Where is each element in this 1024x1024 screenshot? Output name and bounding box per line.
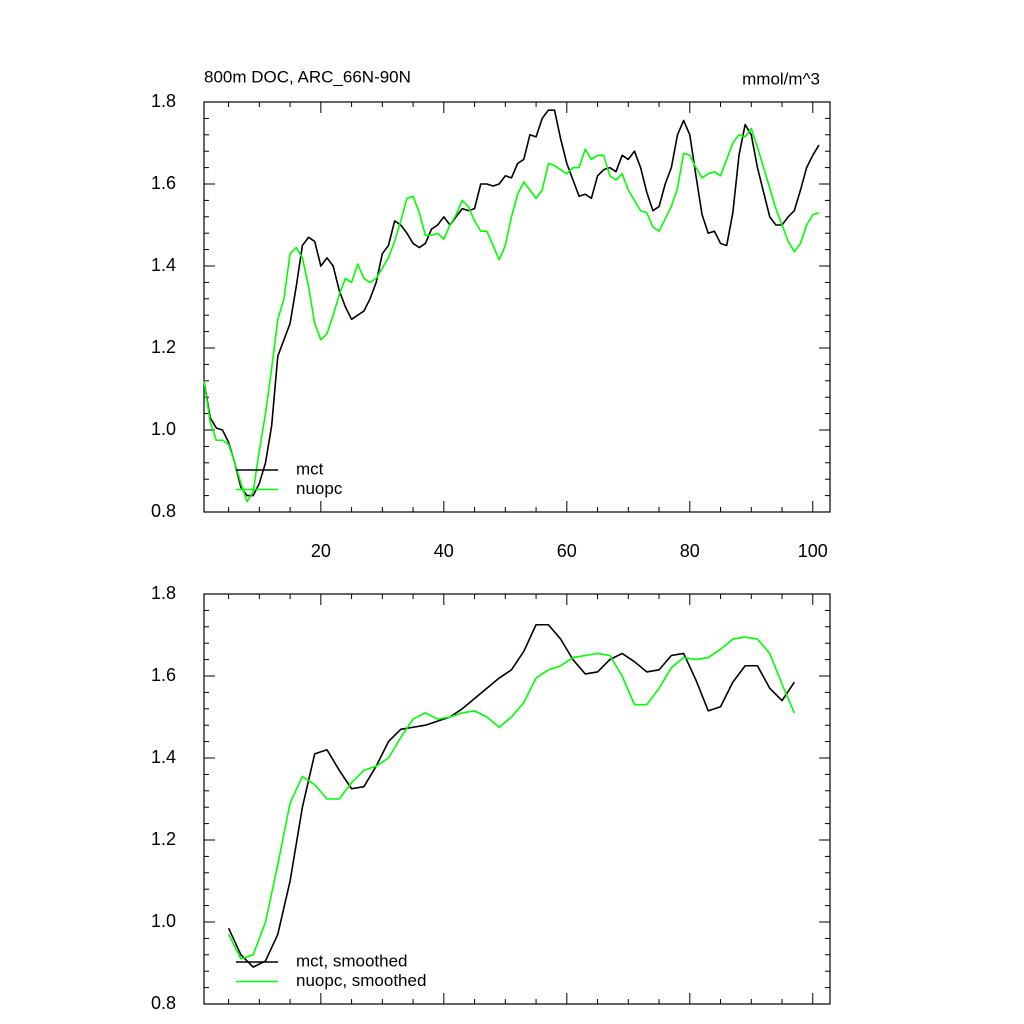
y-tick-label: 1.4 xyxy=(151,747,176,767)
y-tick-label: 0.8 xyxy=(151,993,176,1013)
plot-frame xyxy=(203,593,831,1005)
x-tick-label: 40 xyxy=(434,541,454,561)
legend-label: mct, smoothed xyxy=(296,951,408,970)
plot-frame xyxy=(203,101,831,513)
x-tick-label: 80 xyxy=(680,541,700,561)
series-line xyxy=(227,636,796,960)
series-line xyxy=(203,127,820,503)
x-tick-label: 20 xyxy=(311,541,331,561)
y-tick-label: 1.2 xyxy=(151,829,176,849)
y-tick-label: 1.2 xyxy=(151,337,176,357)
y-tick-label: 0.8 xyxy=(151,501,176,521)
y-tick-label: 1.4 xyxy=(151,255,176,275)
y-tick-label: 1.8 xyxy=(151,91,176,111)
y-tick-label: 1.0 xyxy=(151,419,176,439)
series-line xyxy=(227,623,795,968)
y-tick-label: 1.0 xyxy=(151,911,176,931)
x-tick-label: 100 xyxy=(798,541,828,561)
units-label: mmol/m^3 xyxy=(742,69,820,88)
y-tick-label: 1.8 xyxy=(151,583,176,603)
x-tick-label: 60 xyxy=(557,541,577,561)
legend-label: mct xyxy=(296,459,324,478)
y-tick-label: 1.6 xyxy=(151,173,176,193)
legend-label: nuopc, smoothed xyxy=(296,971,426,990)
legend-label: nuopc xyxy=(296,479,343,498)
chart-title: 800m DOC, ARC_66N-90N xyxy=(204,67,411,86)
y-tick-label: 1.6 xyxy=(151,665,176,685)
series-line xyxy=(203,109,820,497)
